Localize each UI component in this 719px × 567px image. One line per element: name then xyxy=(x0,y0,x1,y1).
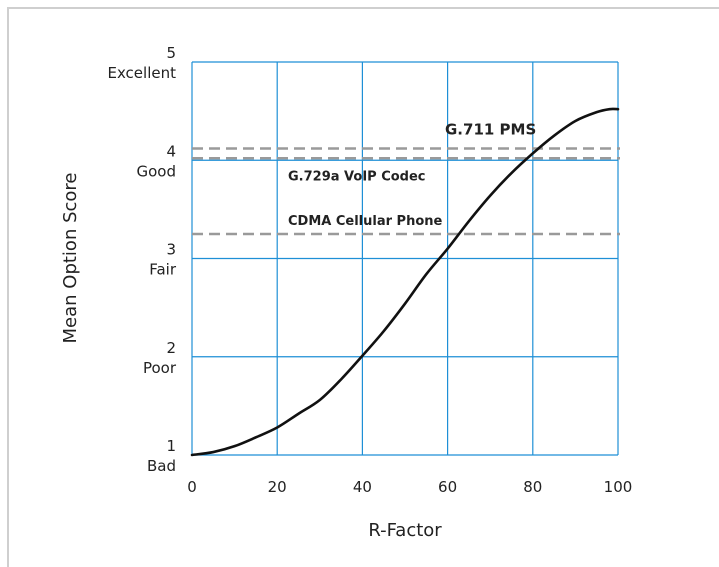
x-tick-label: 20 xyxy=(268,478,287,496)
y-tick-quality: Fair xyxy=(149,261,177,279)
y-tick-label: 3 xyxy=(166,241,176,259)
y-tick-quality: Bad xyxy=(147,457,176,475)
curve-layer xyxy=(190,107,620,457)
grid xyxy=(191,61,619,456)
x-tick-label: 80 xyxy=(523,478,542,496)
y-axis-title: Mean Option Score xyxy=(60,173,81,344)
mos-curve xyxy=(190,107,620,457)
x-tick-label: 0 xyxy=(187,478,197,496)
y-tick-label: 2 xyxy=(166,339,176,357)
y-tick-label: 1 xyxy=(166,437,176,455)
reference-label: G.729a VoIP Codec xyxy=(288,169,426,184)
reference-lines: G.711 PMS G.729a VoIP Codec CDMA Cellular … xyxy=(192,120,620,236)
x-tick-labels: 0 20 40 60 80 100 xyxy=(187,478,632,496)
reference-label: CDMA Cellular Phone xyxy=(288,214,443,229)
chart-frame xyxy=(7,7,719,567)
y-tick-quality: Excellent xyxy=(107,64,176,82)
y-tick-label: 4 xyxy=(166,142,176,160)
x-tick-label: 40 xyxy=(353,478,372,496)
x-tick-label: 60 xyxy=(438,478,457,496)
y-tick-label: 5 xyxy=(166,44,176,62)
x-axis-title: R-Factor xyxy=(368,520,442,541)
y-tick-quality: Good xyxy=(137,162,177,180)
y-tick-labels: 1 Bad 2 Poor 3 Fair 4 Good 5 Excellent xyxy=(107,44,176,475)
y-tick-quality: Poor xyxy=(143,359,177,377)
reference-label: G.711 PMS xyxy=(445,120,536,138)
x-tick-label: 100 xyxy=(604,478,633,496)
